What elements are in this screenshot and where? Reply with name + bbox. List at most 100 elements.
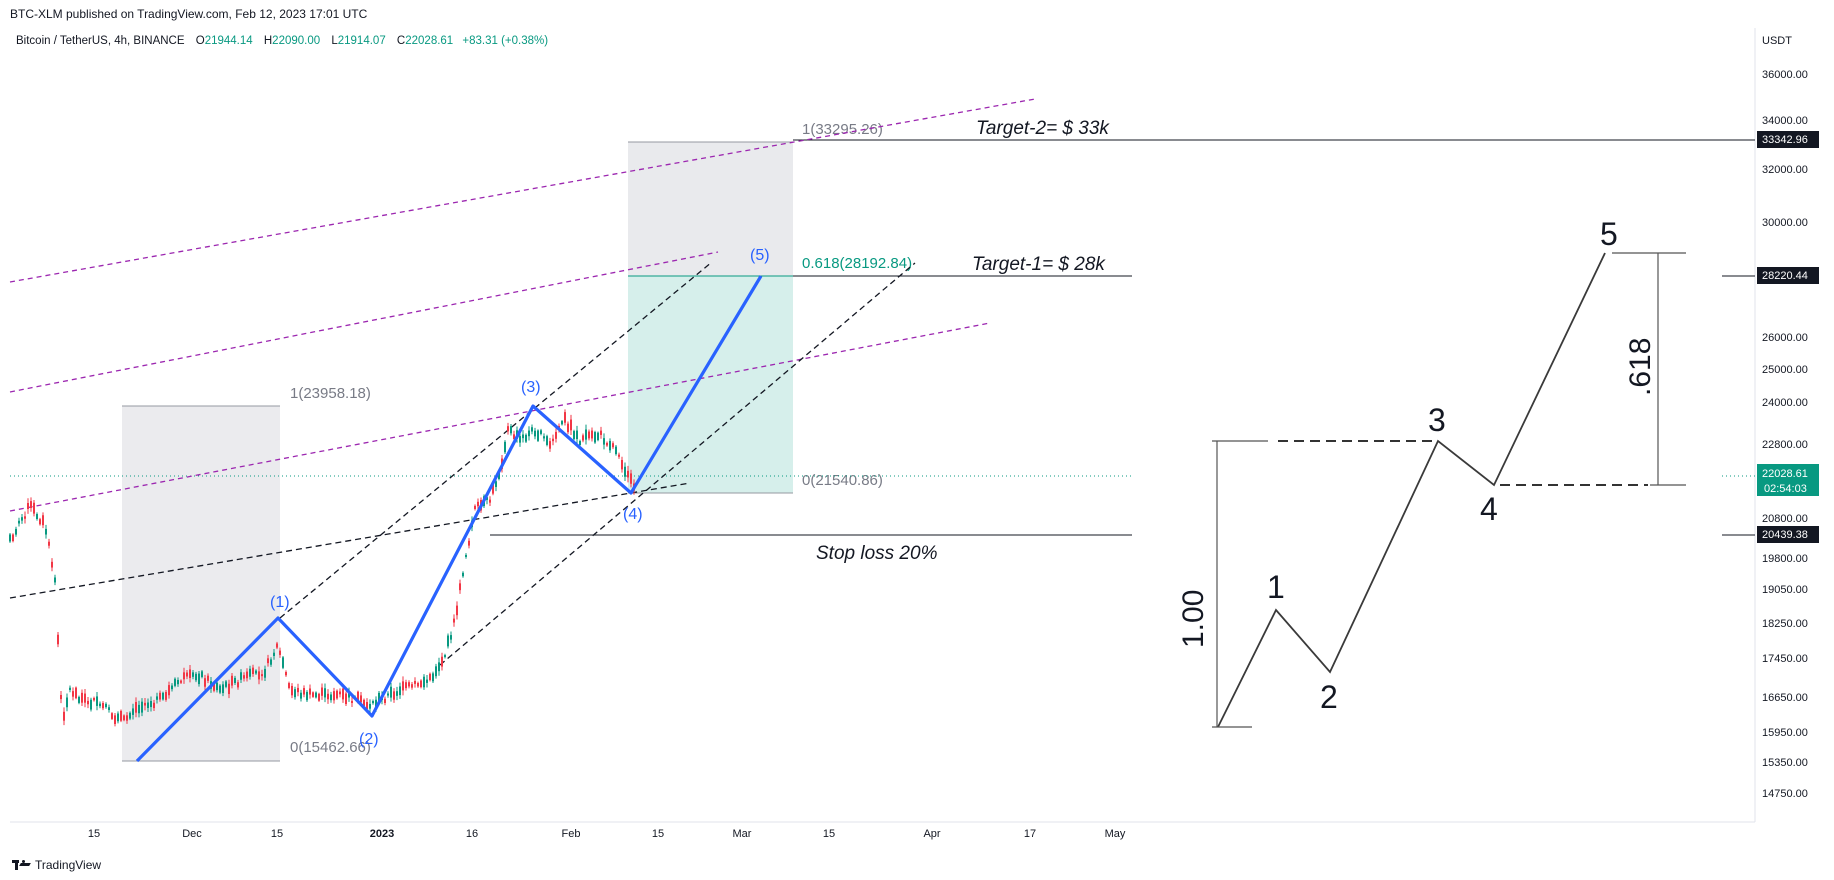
candle-body <box>489 499 491 503</box>
candle-body <box>510 426 512 434</box>
chart-canvas[interactable]: USDT 36000.00 34000.00 32000.00 30000.00 260… <box>0 28 1834 848</box>
fib-b-bottom-label: 0(21540.86) <box>802 472 883 489</box>
high-label: H <box>263 35 273 47</box>
candle-body <box>138 704 140 714</box>
fib-box-b-target-zone[interactable] <box>628 276 793 493</box>
candle-body <box>15 528 17 535</box>
candle-body <box>369 703 371 709</box>
candle-body <box>204 678 206 687</box>
candlestick-series[interactable] <box>9 409 635 727</box>
candle-body <box>171 685 173 690</box>
candle-body <box>75 687 77 699</box>
badge-target2: 33342.96 <box>1757 131 1819 148</box>
candle-body <box>135 701 137 713</box>
candle-body <box>318 693 320 701</box>
fib-a-bottom-label: 0(15462.66) <box>290 739 371 756</box>
price-tick-label: 16650.00 <box>1762 692 1808 704</box>
symbol-legend[interactable]: Bitcoin / TetherUS, 4h, BINANCE O21944.1… <box>16 35 548 47</box>
badge-countdown-text: 02:54:03 <box>1764 483 1807 495</box>
change-value: +83.31 (+0.38%) <box>462 35 549 47</box>
candle-body <box>237 682 239 688</box>
candle-body <box>429 673 431 681</box>
target2-label: Target-2= $ 33k <box>976 118 1110 139</box>
candle-body <box>285 671 287 676</box>
candle-body <box>120 710 122 721</box>
candle-body <box>117 713 119 722</box>
time-tick-label: 16 <box>466 828 478 840</box>
diagram-label-1: 1 <box>1267 569 1285 605</box>
channel-line-2 <box>9 251 719 393</box>
trend-line-upper <box>279 261 713 619</box>
candle-body <box>360 695 362 703</box>
candle-body <box>39 519 41 525</box>
candle-body <box>267 658 269 664</box>
diagram-label-2: 2 <box>1320 679 1338 715</box>
candle-body <box>198 673 200 685</box>
candle-body <box>288 683 290 689</box>
candle-body <box>177 679 179 685</box>
candle-body <box>423 676 425 688</box>
diagram-ratio-full: 1.00 <box>1177 590 1210 648</box>
fib-box-a[interactable] <box>122 406 280 761</box>
candle-body <box>405 682 407 689</box>
candle-body <box>336 690 338 699</box>
candle-body <box>576 430 578 440</box>
price-axis-ticks[interactable]: 36000.00 34000.00 32000.00 30000.00 26000.00… <box>1762 69 1808 800</box>
candle-body <box>99 703 101 707</box>
candle-body <box>102 703 104 709</box>
candle-body <box>342 688 344 700</box>
target1-label: Target-1= $ 28k <box>972 254 1106 275</box>
candle-body <box>399 686 401 696</box>
symbol-name: Bitcoin / TetherUS, 4h, BINANCE <box>16 35 185 47</box>
candle-body <box>180 680 182 683</box>
close-label: C <box>396 35 406 47</box>
candle-body <box>57 634 59 645</box>
candle-body <box>111 713 113 719</box>
candle-body <box>357 691 359 703</box>
candle-body <box>474 505 476 509</box>
time-axis-ticks[interactable]: 15 Dec 15 2023 16 Feb 15 Mar 15 Apr 17 May <box>88 828 1126 840</box>
candle-body <box>18 520 20 524</box>
candle-body <box>90 699 92 710</box>
published-line: BTC-XLM published on TradingView.com, Fe… <box>10 7 368 21</box>
candle-body <box>528 430 530 437</box>
price-tick-label: 15950.00 <box>1762 727 1808 739</box>
elliott-wave-line[interactable] <box>135 275 763 763</box>
trend-line-long <box>9 482 691 599</box>
candle-body <box>348 691 350 698</box>
candle-body <box>561 421 563 425</box>
elliott-diagram-panel <box>1132 160 1722 760</box>
wave-label-1: (1) <box>270 594 290 611</box>
candle-body <box>246 671 248 679</box>
candle-body <box>291 685 293 696</box>
price-tick-label: 17450.00 <box>1762 653 1808 665</box>
tradingview-logo[interactable]: TradingView <box>12 858 101 872</box>
candle-body <box>537 430 539 441</box>
elliott-diagram <box>1212 252 1686 728</box>
candle-body <box>588 431 590 439</box>
candle-body <box>549 441 551 449</box>
candle-body <box>513 434 515 440</box>
candle-body <box>435 666 437 677</box>
candle-body <box>570 419 572 431</box>
candle-body <box>378 692 380 703</box>
candle-body <box>282 657 284 668</box>
fib-b-mid-label: 0.618(28192.84) <box>802 255 912 272</box>
candle-body <box>222 684 224 694</box>
candle-body <box>390 686 392 698</box>
badge-current-price: 22028.61 02:54:03 <box>1757 464 1819 496</box>
time-tick-label: 17 <box>1024 828 1036 840</box>
candle-body <box>531 427 533 432</box>
candle-body <box>591 430 593 439</box>
candle-body <box>453 618 455 623</box>
price-tick-label: 36000.00 <box>1762 69 1808 81</box>
candle-body <box>306 691 308 701</box>
candle-body <box>219 685 221 693</box>
candle-body <box>225 681 227 687</box>
price-tick-label: 18250.00 <box>1762 618 1808 630</box>
candle-body <box>552 438 554 442</box>
badge-current-price-text: 22028.61 <box>1762 468 1808 480</box>
candle-body <box>447 635 449 647</box>
candle-body <box>597 432 599 441</box>
price-axis-currency: USDT <box>1762 35 1792 47</box>
